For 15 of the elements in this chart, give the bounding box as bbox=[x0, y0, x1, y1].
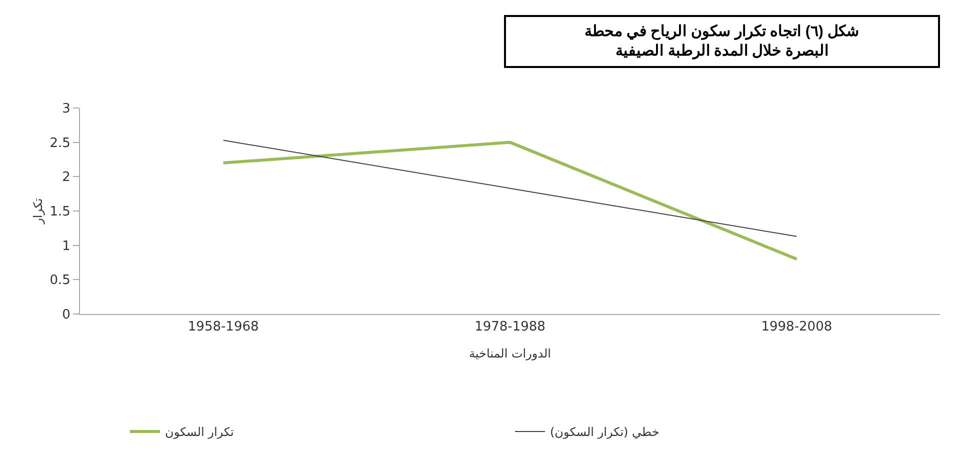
x-tick-label: 1978-1988 bbox=[474, 320, 546, 335]
y-tick-label: 1 bbox=[62, 238, 70, 254]
chart-title: شكل (٦) اتجاه تكرار سكون الرياح في محطة البصرة خلال المدة الرطبة الصيفية bbox=[584, 23, 860, 60]
y-tick-label: 0 bbox=[62, 308, 70, 323]
x-axis-title: الدورات المناخية bbox=[468, 346, 552, 360]
y-tick-label: 0.5 bbox=[50, 273, 70, 288]
y-axis-title: تكرار bbox=[31, 198, 46, 225]
y-tick-label: 2 bbox=[62, 170, 70, 186]
legend-label: خطي (تكرار السكون) bbox=[550, 425, 660, 440]
y-tick-label: 2.5 bbox=[50, 136, 70, 151]
x-tick-label: 1958-1968 bbox=[188, 320, 259, 335]
y-tick-label: 3 bbox=[62, 102, 70, 117]
y-tick-label: 1.5 bbox=[50, 204, 70, 220]
x-tick-label: 1998-2008 bbox=[761, 320, 832, 335]
legend-label: تكرار السكون bbox=[165, 425, 234, 440]
